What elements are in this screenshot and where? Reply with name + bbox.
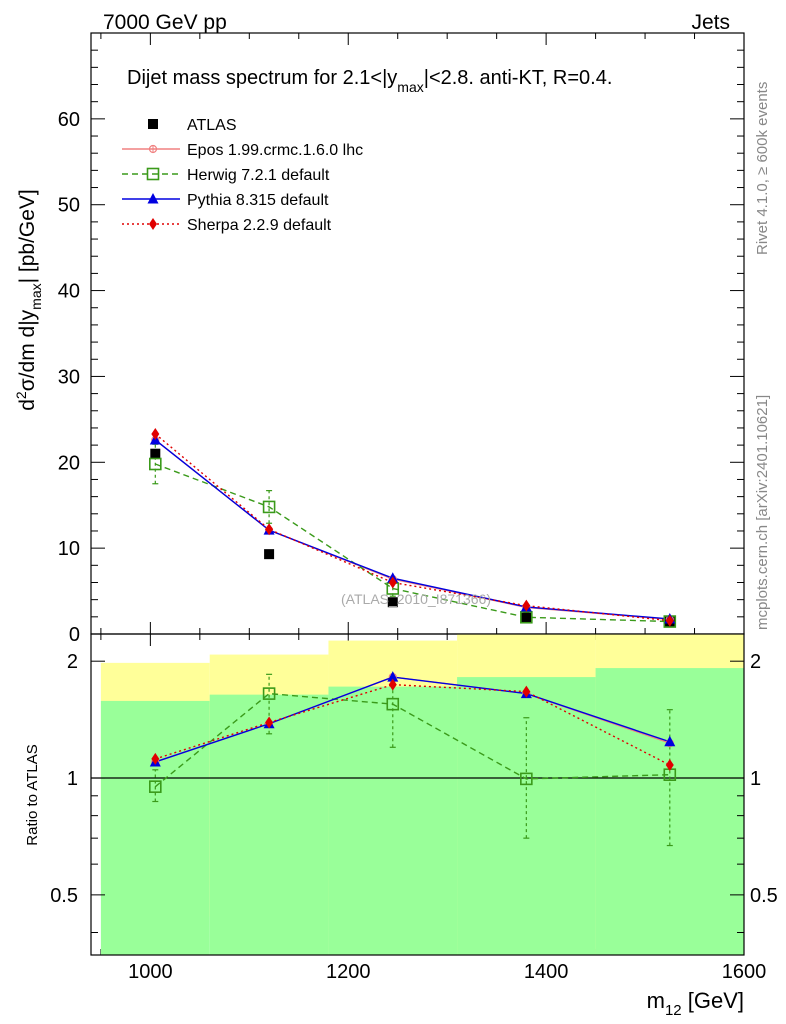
legend-marker-atlas	[148, 119, 158, 129]
plot-title: Dijet mass spectrum for 2.1<|ymax|<2.8. …	[127, 67, 612, 95]
legend-marker-pythia	[147, 193, 159, 204]
atlas-data-point	[521, 612, 532, 623]
main-series	[149, 427, 677, 628]
ratio-tick-label-right: 1	[750, 768, 761, 790]
herwig-ratio-point	[520, 772, 533, 786]
legend-entry-herwig: Herwig 7.2.1 default	[122, 167, 330, 184]
green-band-bin	[100, 700, 210, 955]
sherpa-point	[665, 614, 674, 627]
ratio-frame-border	[90, 633, 745, 956]
herwig-ratio-point	[262, 687, 276, 700]
y-tick-label: 20	[58, 452, 80, 474]
legend-entry-pythia: Pythia 8.315 default	[122, 192, 329, 209]
sherpa-point	[151, 427, 160, 440]
legend-label-herwig: Herwig 7.2.1 default	[187, 167, 330, 184]
main-plot-area: 1000 1200 1400 1600 0 10 20 30 40 50 60	[58, 32, 767, 983]
herwig-point	[149, 457, 162, 471]
sherpa-ratio-point	[665, 759, 674, 772]
green-band-bin	[457, 677, 596, 955]
ratio-tick-label-right: 2	[750, 651, 761, 673]
x-tick-label: 1000	[128, 961, 173, 983]
herwig-ratio-point	[386, 697, 400, 711]
analysis-watermark: (ATLAS_2010_I871366)	[341, 591, 491, 607]
series-line-herwig	[155, 463, 670, 623]
legend-label-pythia: Pythia 8.315 default	[187, 192, 329, 209]
legend-marker-sherpa	[149, 218, 157, 230]
legend-entry-epos: Epos 1.99.crmc.1.6.0 lhc	[122, 142, 363, 159]
atlas-data-point	[387, 597, 398, 608]
herwig-point	[520, 610, 533, 624]
mcplots-label: mcplots.cern.ch [arXiv:2401.10621]	[754, 395, 771, 630]
atlas-data-point	[150, 448, 161, 459]
legend-entry-sherpa: Sherpa 2.2.9 default	[122, 217, 332, 234]
header-right: Jets	[691, 11, 730, 34]
pythia-ratio-point	[387, 671, 399, 682]
sherpa-ratio-point	[388, 678, 397, 691]
y-tick-label: 50	[58, 195, 80, 217]
x-axis-title: m12 [GeV]	[647, 988, 744, 1019]
series-line-sherpa	[154, 433, 670, 622]
ratio-series	[149, 671, 677, 847]
ratio-tick-label-left: 1	[67, 768, 78, 790]
green-band-bin	[595, 668, 744, 955]
sherpa-point	[522, 599, 531, 612]
ratio-line-sherpa	[155, 683, 671, 766]
y-tick-label: 10	[58, 538, 80, 560]
ratio-line-herwig	[154, 692, 670, 788]
sherpa-point	[388, 576, 397, 589]
rivet-label: Rivet 4.1.0, ≥ 600k events	[754, 82, 771, 255]
pythia-ratio-point	[664, 735, 676, 747]
sherpa-ratio-point	[522, 685, 531, 698]
ratio-bands	[100, 634, 744, 955]
sherpa-point	[265, 523, 274, 536]
legend: ATLAS Epos 1.99.crmc.1.6.0 lhc Herwig 7.2.…	[122, 117, 363, 234]
ratio-plot-area: 0.5 0.5 1 1 2 2	[50, 633, 778, 956]
herwig-point	[262, 500, 276, 514]
y-tick-label: 40	[58, 281, 80, 303]
x-tick-label: 1200	[326, 961, 371, 983]
y-tick-label: 60	[58, 109, 80, 131]
herwig-ratio-point	[149, 780, 162, 793]
legend-marker-epos	[148, 144, 158, 154]
legend-marker-herwig	[146, 167, 160, 181]
legend-entry-atlas: ATLAS	[148, 117, 237, 134]
x-tick-label: 1600	[722, 961, 767, 983]
green-band-bin	[209, 694, 329, 955]
y-tick-label: 30	[58, 366, 80, 388]
ratio-y-axis-title: Ratio to ATLAS	[24, 744, 41, 845]
green-band-bin	[328, 686, 458, 955]
header-left: 7000 GeV pp	[103, 11, 227, 34]
legend-label-epos: Epos 1.99.crmc.1.6.0 lhc	[187, 142, 363, 159]
legend-label-sherpa: Sherpa 2.2.9 default	[187, 217, 332, 234]
legend-label-atlas: ATLAS	[187, 117, 237, 134]
sherpa-ratio-point	[151, 752, 160, 765]
y-axis-title: d2σ/dm d|ymax| [pb/GeV]	[13, 189, 44, 411]
atlas-data-point	[264, 549, 275, 560]
x-tick-label: 1400	[524, 961, 569, 983]
sherpa-ratio-point	[265, 716, 274, 729]
ratio-tick-label-left: 2	[67, 651, 78, 673]
ratio-tick-label-right: 0.5	[750, 885, 778, 907]
y-tick-label: 0	[69, 624, 80, 646]
ratio-tick-label-left: 0.5	[50, 885, 78, 907]
